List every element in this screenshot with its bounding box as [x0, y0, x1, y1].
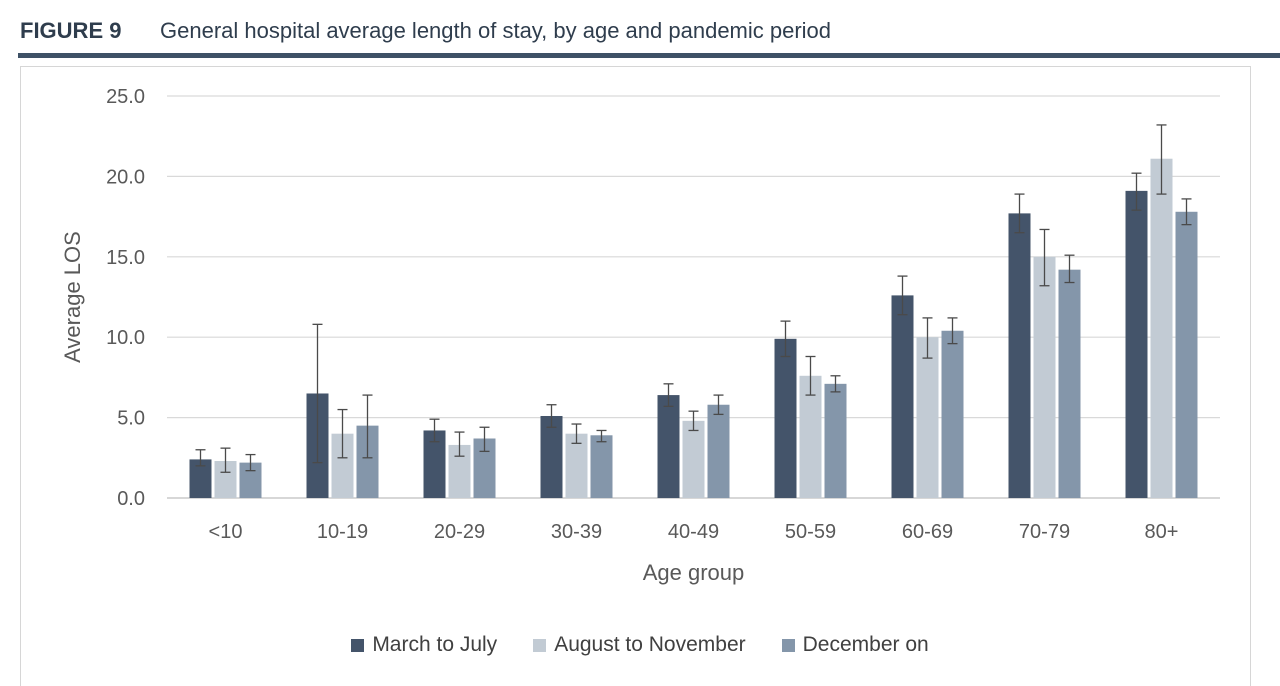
legend-swatch-march-to-july: [351, 638, 365, 652]
bar: [824, 383, 847, 498]
x-tick-label: 70-79: [1019, 521, 1070, 543]
figure-header: FIGURE 9 General hospital average length…: [20, 14, 831, 48]
bar: [1150, 158, 1173, 498]
y-tick-label: 10.0: [106, 327, 145, 349]
legend-item-august-to-november: August to November: [533, 633, 746, 657]
bar: [774, 338, 797, 498]
bar: [682, 420, 705, 498]
legend-label-december-on: December on: [802, 633, 929, 656]
bar: [473, 438, 496, 498]
bar: [707, 404, 730, 498]
legend-item-december-on: December on: [781, 633, 929, 657]
x-axis-title: Age group: [643, 560, 745, 585]
bar: [423, 430, 446, 498]
y-tick-label: 20.0: [106, 166, 145, 188]
bar: [1058, 269, 1081, 498]
chart-panel: [20, 66, 1251, 686]
x-tick-label: 10-19: [317, 521, 368, 543]
x-tick-label: 40-49: [668, 521, 719, 543]
bar: [1033, 256, 1056, 498]
bar: [331, 433, 354, 498]
bar: [214, 461, 237, 498]
bar: [590, 435, 613, 498]
bar: [1125, 190, 1148, 498]
x-tick-label: 80+: [1145, 521, 1179, 543]
bar: [657, 395, 680, 498]
bar: [799, 375, 822, 498]
legend-item-march-to-july: March to July: [351, 633, 497, 657]
y-tick-label: 15.0: [106, 247, 145, 269]
x-tick-label: <10: [209, 521, 243, 543]
y-tick-label: 5.0: [117, 408, 145, 430]
legend-swatch-august-to-november: [533, 638, 547, 652]
bar: [239, 462, 262, 498]
bar: [448, 444, 471, 498]
bar: [891, 295, 914, 498]
bar: [916, 337, 939, 498]
bar: [941, 330, 964, 498]
legend-label-august-to-november: August to November: [554, 633, 746, 656]
bar: [356, 425, 379, 498]
bar: [540, 415, 563, 498]
y-tick-label: 25.0: [106, 86, 145, 108]
legend-label-march-to-july: March to July: [372, 633, 498, 656]
legend: March to July August to November Decembe…: [0, 633, 1280, 657]
figure-label: FIGURE 9: [20, 18, 122, 43]
bar: [1008, 213, 1031, 498]
y-tick-label: 0.0: [117, 488, 145, 510]
bar: [189, 459, 212, 498]
bar: [1175, 211, 1198, 498]
x-tick-label: 30-39: [551, 521, 602, 543]
x-tick-label: 20-29: [434, 521, 485, 543]
legend-swatch-december-on: [781, 638, 795, 652]
y-axis-title: Average LOS: [60, 231, 85, 363]
figure-title: General hospital average length of stay,…: [160, 18, 832, 43]
bar: [565, 433, 588, 498]
x-tick-label: 50-59: [785, 521, 836, 543]
header-rule: [18, 53, 1280, 58]
x-tick-label: 60-69: [902, 521, 953, 543]
